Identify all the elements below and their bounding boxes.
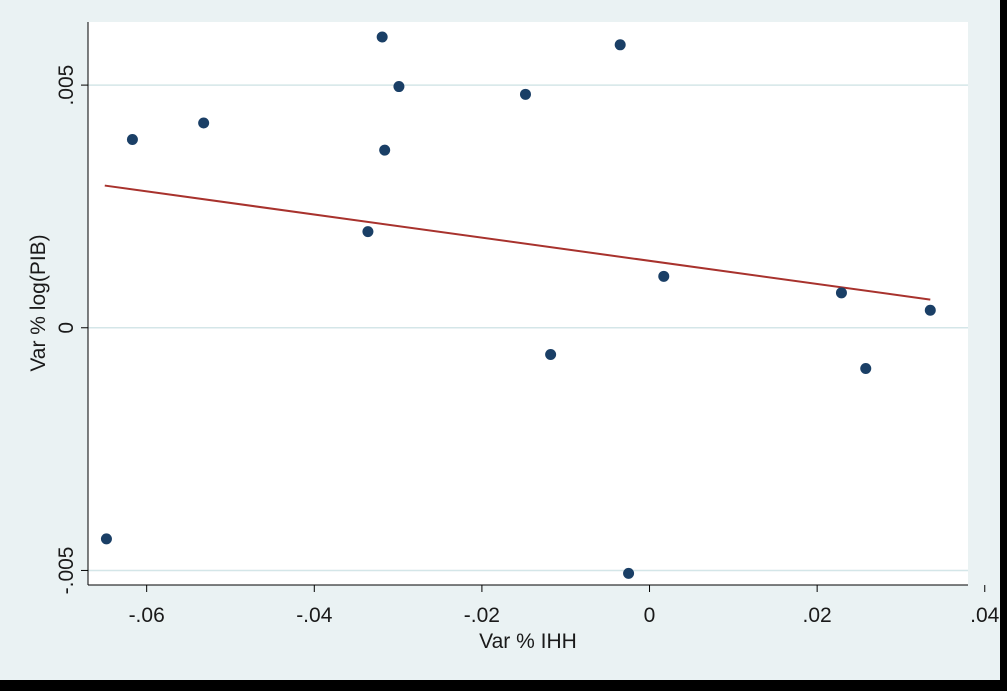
fit-line-group — [104, 184, 931, 301]
data-point — [545, 348, 557, 360]
x-axis-title: Var % IHH — [479, 630, 577, 653]
y-tick-label-1: 0 — [55, 322, 78, 334]
data-point — [860, 363, 872, 375]
chart-frame: -.06 -.04 -.02 0 .02 .04 -.005 0 .005 Var % IHH… — [0, 0, 1000, 680]
data-point — [126, 133, 138, 145]
x-axis-ticks: -.06 -.04 -.02 0 .02 .04 — [129, 585, 1000, 627]
x-tick-label-4: .02 — [803, 604, 832, 627]
x-tick-label-0: -.06 — [129, 604, 165, 627]
y-tick-label-0: -.005 — [55, 547, 78, 595]
data-point — [198, 117, 210, 129]
data-point — [835, 287, 847, 299]
y-axis-title: Var % log(PIB) — [27, 234, 50, 371]
data-point — [379, 144, 391, 156]
data-point — [614, 39, 626, 51]
scatter-chart: -.06 -.04 -.02 0 .02 .04 -.005 0 .005 Var % IHH… — [27, 22, 1000, 653]
data-point — [362, 226, 374, 238]
x-tick-label-3: 0 — [644, 604, 656, 627]
x-tick-label-5: .04 — [970, 604, 1000, 627]
y-axis-ticks: -.005 0 .005 — [55, 65, 88, 595]
data-point — [924, 304, 936, 316]
data-point — [376, 31, 388, 43]
data-point — [393, 81, 405, 93]
x-tick-label-1: -.04 — [296, 604, 333, 627]
data-points — [100, 31, 936, 579]
data-point — [100, 533, 112, 545]
fit-line — [104, 184, 931, 301]
plot-area — [88, 22, 968, 585]
data-point — [658, 270, 670, 282]
gridlines — [88, 84, 968, 572]
y-tick-label-2: .005 — [55, 65, 78, 106]
data-point — [519, 88, 531, 100]
data-point — [623, 567, 635, 579]
x-tick-label-2: -.02 — [464, 604, 500, 627]
